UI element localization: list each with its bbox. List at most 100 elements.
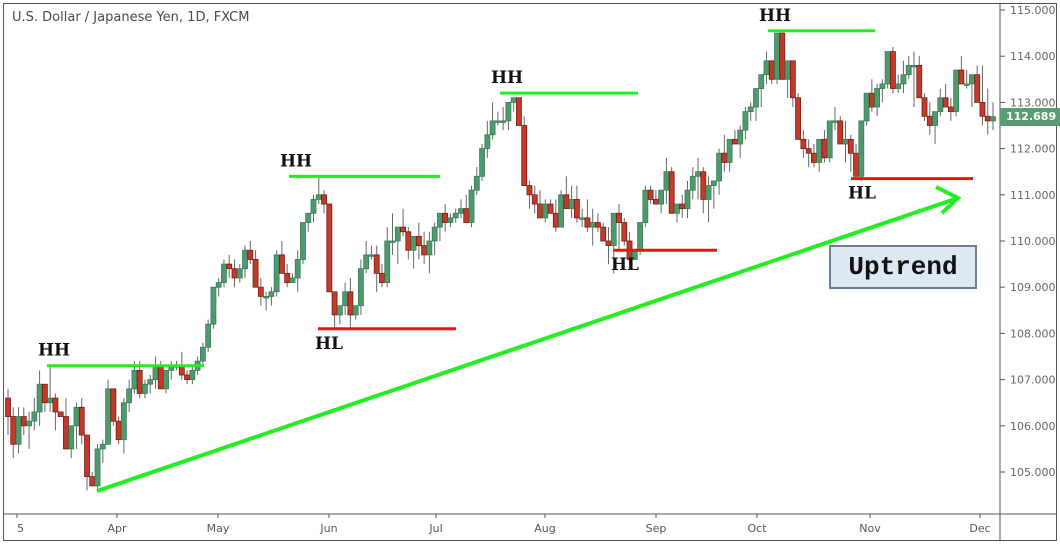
candle <box>800 138 807 150</box>
candle <box>326 203 333 293</box>
candle <box>537 203 543 219</box>
candle <box>610 212 617 247</box>
candle <box>516 97 522 126</box>
candle <box>263 296 270 299</box>
candle <box>990 116 996 122</box>
candle <box>358 268 364 307</box>
candle <box>147 379 154 385</box>
price-tick-label: 110.000 <box>1010 235 1056 248</box>
price-tick-label: 114.000 <box>1010 50 1056 63</box>
candle <box>705 185 712 200</box>
candle <box>763 60 770 76</box>
candle <box>68 425 75 450</box>
candle <box>431 226 438 242</box>
candle <box>31 411 38 422</box>
candle <box>463 208 470 223</box>
candle <box>974 74 981 103</box>
candle <box>257 286 264 297</box>
last-price-tag: 112.689 <box>1000 107 1060 126</box>
candle <box>20 416 27 427</box>
price-axis[interactable]: 115.000 114.000 113.000 112.000 111.000 110.0… <box>1000 4 1056 479</box>
candle <box>89 476 96 487</box>
chart-title: U.S. Dollar / Japanese Yen, 1D, FXCM <box>12 10 250 25</box>
candle <box>616 212 622 223</box>
candle <box>547 203 554 214</box>
candle <box>505 102 512 122</box>
time-tick-label: Jun <box>319 522 337 535</box>
candle <box>890 51 896 89</box>
candle <box>221 263 227 283</box>
candle <box>84 434 90 478</box>
candle <box>695 171 701 177</box>
hh-label: HH <box>38 341 70 361</box>
candle <box>969 74 975 85</box>
time-axis[interactable]: 5 Apr May Jun Jul Aug Sep Oct Nov Dec <box>16 514 991 535</box>
candle <box>452 212 459 219</box>
candle <box>415 235 422 247</box>
arrowhead-icon <box>935 185 962 215</box>
candle <box>884 51 891 85</box>
candle <box>779 32 786 80</box>
candle <box>832 120 838 123</box>
candle <box>126 388 133 404</box>
candle <box>942 97 949 108</box>
candle <box>347 291 354 316</box>
time-tick-label: Aug <box>534 522 555 535</box>
candle <box>932 111 938 126</box>
time-tick-label: May <box>207 522 230 535</box>
chart-frame <box>3 3 1057 541</box>
candle <box>842 138 849 145</box>
candle <box>552 212 559 228</box>
candle <box>410 235 417 251</box>
hh-hl-annotations: HH HH HL HH HL HH HL <box>38 6 973 368</box>
candle <box>57 411 64 417</box>
candle <box>510 97 517 103</box>
candle <box>105 388 111 445</box>
candle <box>747 106 754 113</box>
trend-arrow <box>96 185 962 493</box>
candle <box>94 448 101 487</box>
candle <box>663 171 670 191</box>
candle <box>911 65 917 68</box>
candle <box>289 277 296 283</box>
candle <box>689 175 696 191</box>
candle <box>494 120 501 123</box>
candle <box>921 97 928 117</box>
candle <box>268 291 275 297</box>
candle <box>379 272 385 283</box>
candle <box>847 138 854 154</box>
candle <box>458 208 464 214</box>
candle <box>721 152 728 163</box>
time-tick-label: Oct <box>747 522 767 535</box>
candle <box>47 397 54 404</box>
candle <box>805 148 812 154</box>
candle <box>184 374 190 381</box>
candle <box>99 443 106 450</box>
candle <box>526 185 533 196</box>
candle <box>131 369 138 390</box>
candle <box>447 217 454 223</box>
candle <box>63 416 69 450</box>
candle <box>652 199 659 205</box>
candle <box>468 189 475 223</box>
candle <box>579 217 586 220</box>
candle <box>215 282 222 288</box>
candle <box>605 240 612 247</box>
candle <box>363 254 370 270</box>
hl-label: HL <box>848 184 876 204</box>
candle <box>947 106 954 113</box>
candle <box>78 406 85 436</box>
candle <box>279 254 285 274</box>
candle <box>531 194 538 205</box>
candle <box>489 120 496 136</box>
candle <box>658 189 665 205</box>
price-tick-label: 115.000 <box>1010 4 1056 17</box>
candle <box>600 226 607 242</box>
candle <box>473 175 480 191</box>
uptrend-label: Uptrend <box>848 252 958 282</box>
candle <box>853 152 859 177</box>
candle <box>252 259 259 288</box>
candle <box>589 222 596 228</box>
candle <box>742 111 749 131</box>
